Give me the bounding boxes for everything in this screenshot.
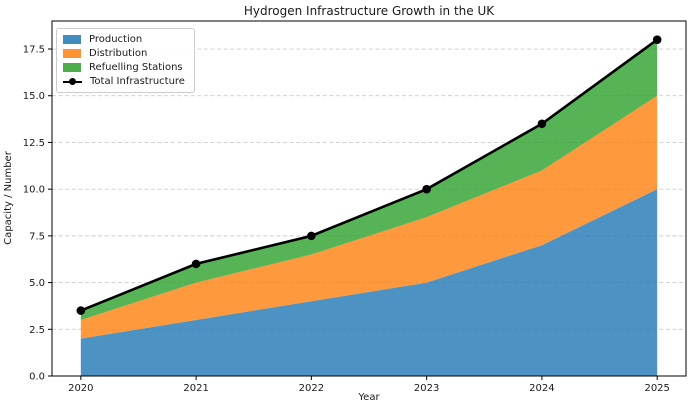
total-line-marker [191, 259, 201, 269]
y-tick-label: 7.5 [29, 231, 45, 242]
total-line-marker-icon [63, 77, 82, 86]
legend: Production Distribution Refuelling Stati… [56, 28, 195, 93]
y-tick-label: 15.0 [23, 91, 45, 102]
area-distribution [80, 95, 658, 339]
legend-label-total-infrastructure: Total Infrastructure [90, 76, 185, 87]
x-tick-label: 2023 [414, 383, 439, 394]
legend-item-total-infrastructure: Total Infrastructure [63, 76, 185, 87]
x-tick-label: 2022 [299, 383, 324, 394]
axes [48, 20, 687, 380]
x-tick-label: 2021 [183, 383, 208, 394]
total-line [76, 35, 662, 315]
x-tick-label: 2024 [529, 383, 554, 394]
tick-labels: 2020 2021 2022 2023 2024 2025 0.0 2.5 5.0 7.5 10.0… [23, 45, 670, 394]
total-line-marker [422, 184, 431, 194]
y-tick-label: 10.0 [23, 185, 45, 196]
x-axis-label: Year [357, 392, 380, 403]
legend-label-refuelling-stations: Refuelling Stations [89, 62, 183, 73]
area-refuelling-stations [80, 39, 658, 320]
total-line-marker [76, 306, 86, 315]
y-tick-label: 2.5 [29, 325, 45, 336]
total-line-marker [537, 119, 547, 129]
total-line-marker [652, 35, 662, 44]
legend-item-production: Production [63, 34, 185, 45]
legend-item-refuelling-stations: Refuelling Stations [63, 62, 185, 73]
y-axis-label: Capacity / Number [3, 150, 14, 244]
area-production [80, 189, 658, 376]
x-tick-label: 2020 [68, 383, 93, 394]
y-tick-label: 12.5 [23, 138, 45, 149]
total-infrastructure-line [79, 38, 659, 312]
chart-title: Hydrogen Infrastructure Growth in the UK [244, 4, 495, 18]
distribution-swatch-icon [63, 49, 81, 58]
legend-label-distribution: Distribution [89, 48, 148, 59]
total-line-marker [307, 231, 316, 241]
y-tick-label: 0.0 [29, 372, 45, 383]
stacked-areas [80, 39, 658, 376]
plot-border [51, 20, 687, 377]
legend-item-distribution: Distribution [63, 48, 185, 59]
legend-label-production: Production [89, 34, 143, 45]
refuelling-stations-swatch-icon [63, 63, 81, 72]
x-tick-label: 2025 [644, 383, 669, 394]
production-swatch-icon [63, 35, 81, 44]
y-tick-label: 17.5 [23, 45, 45, 56]
y-tick-label: 5.0 [29, 278, 45, 289]
